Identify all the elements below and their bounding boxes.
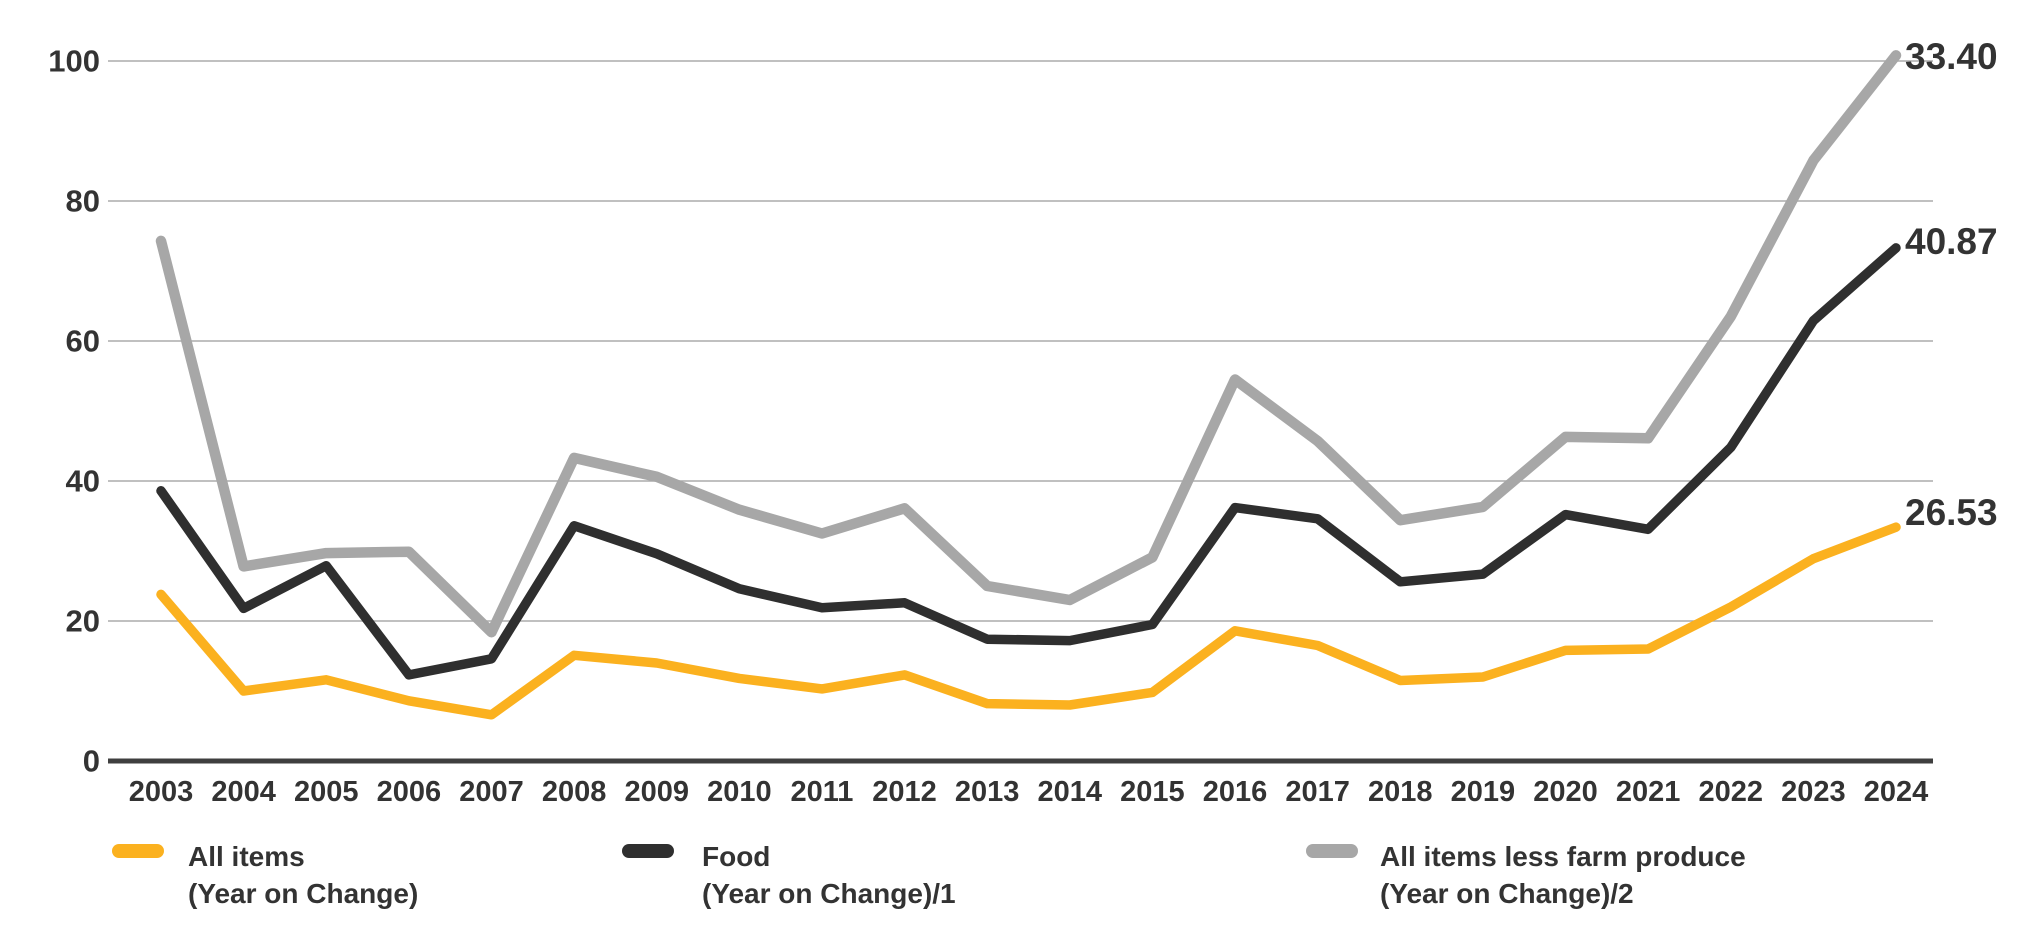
series-line-all-items [156,522,1901,720]
x-tick-label-2006: 2006 [376,776,442,808]
x-tick-label-2019: 2019 [1450,776,1516,808]
end-value-label-food: 40.87 [1905,221,1998,262]
legend-swatch-all-items-less-farm-produce [1306,844,1358,858]
x-tick-label-2024: 2024 [1863,776,1929,808]
x-tick-label-2022: 2022 [1698,776,1763,808]
legend-label-line1: All items less farm produce [1380,841,1746,872]
legend-item-all-items-less-farm-produce: All items less farm produce (Year on Cha… [1380,838,1746,912]
end-value-label-all-items-less-farm-produce: 26.53 [1905,492,1998,533]
y-tick-label-20: 20 [65,603,100,639]
y-tick-label-0: 0 [82,743,100,779]
x-tick-label-2013: 2013 [954,776,1020,808]
legend-label-line2: (Year on Change) [188,878,419,909]
x-tick-label-2018: 2018 [1368,776,1433,808]
legend-swatch-food [622,844,674,858]
y-tick-label-40: 40 [65,463,100,499]
x-tick-label-2021: 2021 [1615,776,1681,808]
x-tick-label-2011: 2011 [790,776,854,808]
x-tick-label-2010: 2010 [707,776,772,808]
x-tick-label-2023: 2023 [1781,776,1846,808]
legend-item-all-items: All items (Year on Change) [188,838,418,912]
x-tick-label-2009: 2009 [624,776,689,808]
legend-label-line2: (Year on Change)/1 [702,878,956,909]
x-tick-label-2014: 2014 [1037,776,1103,808]
x-tick-label-2003: 2003 [128,776,194,808]
y-tick-label-60: 60 [65,323,100,359]
x-tick-label-2015: 2015 [1120,776,1185,808]
legend-label-line2: (Year on Change)/2 [1380,878,1634,909]
end-value-label-all-items: 33.40 [1905,36,1998,77]
series-line-food [156,243,1901,680]
x-tick-label-2017: 2017 [1285,776,1350,808]
legend-swatch-all-items [112,844,164,858]
y-tick-label-80: 80 [65,183,100,219]
x-tick-label-2007: 2007 [459,776,524,808]
x-tick-label-2005: 2005 [293,776,359,808]
series-line-all-items-less-farm-produce [155,50,1902,638]
y-tick-label-100: 100 [48,43,100,79]
legend-label-line1: All items [188,841,305,872]
x-tick-label-2016: 2016 [1202,776,1268,808]
x-tick-label-2020: 2020 [1533,776,1598,808]
x-tick-label-2012: 2012 [872,776,937,808]
x-tick-label-2004: 2004 [211,776,276,808]
legend-label-line1: Food [702,841,771,872]
legend-item-food: Food (Year on Change)/1 [702,838,956,912]
x-tick-label-2008: 2008 [541,776,607,808]
